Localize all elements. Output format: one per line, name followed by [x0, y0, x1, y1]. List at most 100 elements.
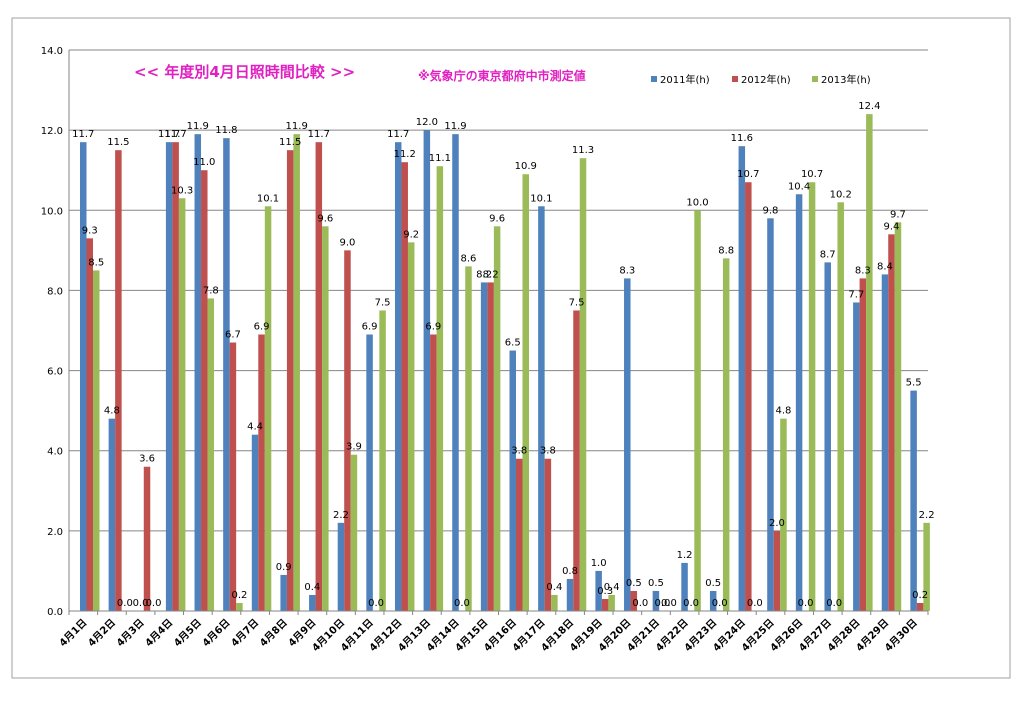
data-label: 4.8 — [775, 406, 791, 417]
bar — [566, 578, 574, 611]
data-label: 8.2 — [483, 269, 499, 280]
data-label: 10.7 — [737, 169, 759, 180]
bar — [624, 278, 631, 611]
data-label: 0.0 — [146, 598, 162, 609]
data-label: 0.0 — [712, 598, 728, 609]
bar — [309, 594, 316, 611]
data-label: 0.4 — [604, 582, 620, 593]
data-label: 12.4 — [858, 101, 880, 112]
data-label: 11.7 — [72, 129, 94, 140]
data-label: 0.4 — [546, 582, 562, 593]
y-tick-label: 10.0 — [41, 206, 63, 217]
bar — [773, 530, 781, 611]
bar — [423, 130, 431, 611]
data-label: 11.9 — [444, 121, 466, 132]
bar — [480, 282, 488, 611]
bar — [108, 418, 116, 611]
bar — [407, 242, 415, 612]
data-label: 12.0 — [416, 117, 438, 128]
data-label: 0.0 — [632, 598, 648, 609]
data-label: 0.0 — [454, 598, 470, 609]
bar — [430, 334, 437, 611]
data-label: 8.8 — [718, 245, 734, 256]
bar — [436, 166, 444, 611]
bar — [551, 594, 558, 611]
bar — [681, 562, 688, 611]
bar — [780, 418, 787, 611]
data-label: 7.8 — [203, 285, 219, 296]
data-label: 11.5 — [107, 137, 129, 148]
data-label: 4.4 — [247, 422, 263, 433]
data-label: 11.1 — [429, 153, 451, 164]
bar — [143, 466, 151, 611]
bar — [608, 594, 615, 611]
bar — [229, 342, 237, 611]
data-label: 0.0 — [133, 598, 149, 609]
bar — [350, 454, 358, 611]
data-label: 11.5 — [279, 137, 301, 148]
data-label: 6.9 — [425, 322, 441, 333]
bar — [401, 162, 408, 611]
data-label: 9.0 — [339, 237, 355, 248]
bar — [824, 262, 831, 611]
data-labels-group: 11.79.38.54.811.50.0 0.03.60.011.711.710.… — [72, 101, 934, 609]
bar — [93, 270, 100, 611]
bar — [509, 350, 516, 611]
bar — [394, 142, 402, 611]
data-label: 0.0 — [747, 598, 763, 609]
bar — [165, 142, 173, 611]
bars-group — [80, 114, 930, 612]
data-label: 10.0 — [686, 197, 708, 208]
data-label: 9.8 — [762, 205, 778, 216]
data-label: 7.5 — [375, 297, 391, 308]
data-label: 10.4 — [788, 181, 810, 192]
bar — [207, 298, 215, 611]
bar — [853, 302, 860, 611]
y-tick-label: 2.0 — [47, 527, 63, 538]
data-label: 5.5 — [906, 378, 922, 389]
data-label: 8.2 — [476, 269, 492, 280]
bar — [280, 574, 287, 611]
bar — [194, 134, 202, 611]
data-label: 0.0 — [654, 598, 670, 609]
bar — [86, 238, 93, 612]
bar — [795, 194, 803, 611]
data-label: 3.8 — [540, 446, 556, 457]
data-label: 9.3 — [82, 225, 98, 236]
bar — [745, 182, 752, 611]
bar — [493, 226, 501, 612]
bar — [808, 182, 816, 611]
data-label: 2.0 — [769, 518, 785, 529]
data-label: 10.1 — [257, 193, 279, 204]
bar — [293, 134, 300, 611]
data-label: 6.7 — [225, 330, 241, 341]
data-label: 10.3 — [171, 185, 193, 196]
y-tick-label: 12.0 — [41, 126, 63, 137]
data-label: 0.5 — [648, 578, 664, 589]
bar — [709, 590, 717, 611]
data-label: 0.4 — [304, 582, 320, 593]
data-label: 6.9 — [254, 322, 270, 333]
bar — [223, 138, 230, 611]
data-label: 4.8 — [104, 406, 120, 417]
data-label: 8.3 — [855, 265, 871, 276]
bar — [315, 142, 323, 611]
data-label: 3.8 — [511, 446, 527, 457]
bar — [630, 590, 638, 611]
data-label: 7.7 — [848, 289, 864, 300]
data-label: 1.0 — [591, 558, 607, 569]
data-label: 0.2 — [912, 590, 928, 601]
y-tick-label: 0.0 — [47, 607, 63, 618]
bar — [379, 310, 386, 611]
bar — [236, 602, 243, 611]
y-tick-label: 8.0 — [47, 286, 63, 297]
bar — [722, 258, 730, 611]
bar — [178, 198, 186, 611]
bar — [516, 458, 523, 611]
data-label: 0.0 — [368, 598, 384, 609]
data-label: 3.9 — [346, 442, 362, 453]
data-label: 1.2 — [677, 550, 693, 561]
data-label: 0.5 — [626, 578, 642, 589]
